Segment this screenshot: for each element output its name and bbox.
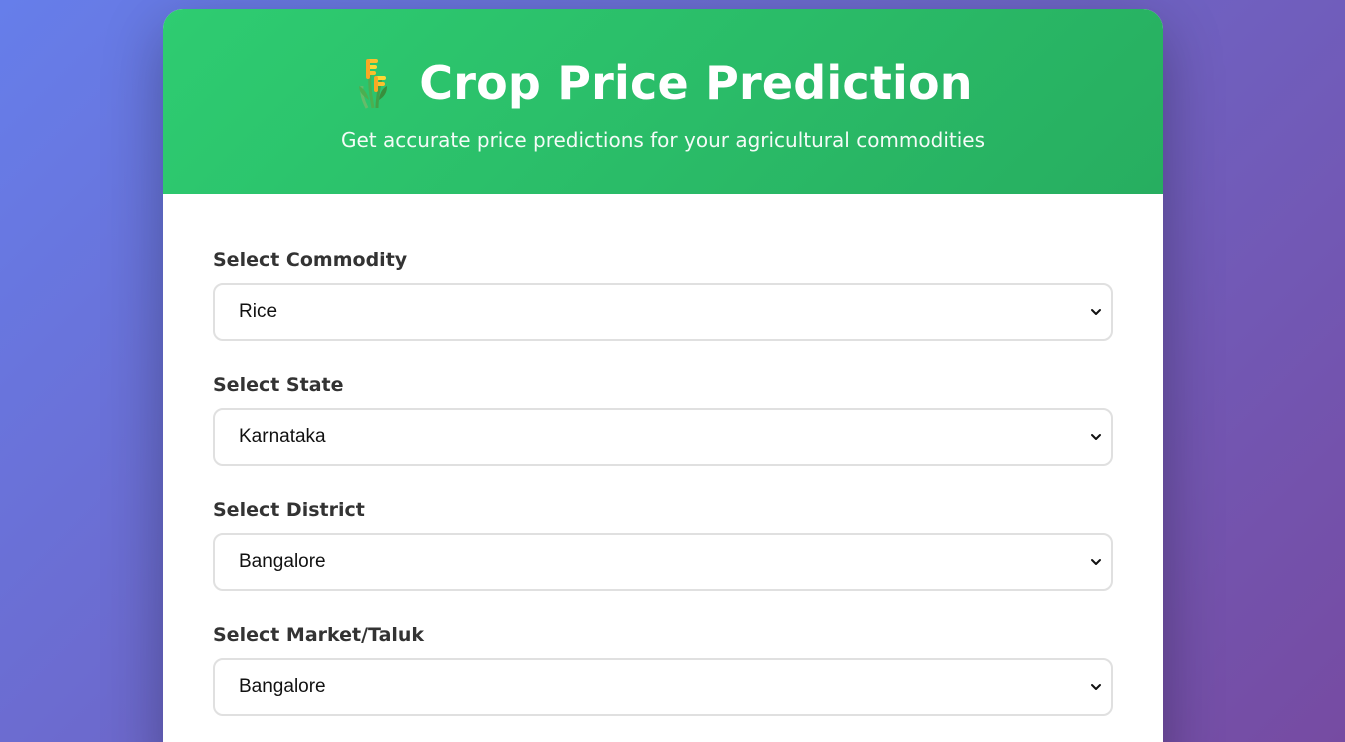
prediction-form: Select Commodity Rice Select State Karna… xyxy=(163,194,1163,716)
chevron-down-icon xyxy=(1091,434,1101,440)
state-select-value: Karnataka xyxy=(239,426,326,447)
sheaf-of-rice-icon xyxy=(353,56,395,110)
chevron-down-icon xyxy=(1091,684,1101,690)
chevron-down-icon xyxy=(1091,559,1101,565)
commodity-select[interactable]: Rice xyxy=(213,283,1113,341)
card-header: Crop Price Prediction Get accurate price… xyxy=(163,9,1163,194)
market-group: Select Market/Taluk Bangalore xyxy=(213,622,1113,716)
district-label: Select District xyxy=(213,499,365,521)
state-label: Select State xyxy=(213,374,344,396)
chevron-down-icon xyxy=(1091,309,1101,315)
commodity-group: Select Commodity Rice xyxy=(213,247,1113,341)
state-group: Select State Karnataka xyxy=(213,372,1113,466)
district-select[interactable]: Bangalore xyxy=(213,533,1113,591)
prediction-card: Crop Price Prediction Get accurate price… xyxy=(163,9,1163,742)
market-label: Select Market/Taluk xyxy=(213,624,425,646)
district-group: Select District Bangalore xyxy=(213,497,1113,591)
district-select-value: Bangalore xyxy=(239,551,326,572)
commodity-select-value: Rice xyxy=(239,301,278,322)
commodity-label: Select Commodity xyxy=(213,249,408,271)
title-row: Crop Price Prediction xyxy=(163,53,1163,113)
state-select[interactable]: Karnataka xyxy=(213,408,1113,466)
page-subtitle: Get accurate price predictions for your … xyxy=(340,128,986,152)
market-select[interactable]: Bangalore xyxy=(213,658,1113,716)
market-select-value: Bangalore xyxy=(239,676,326,697)
page-title: Crop Price Prediction xyxy=(419,56,973,110)
